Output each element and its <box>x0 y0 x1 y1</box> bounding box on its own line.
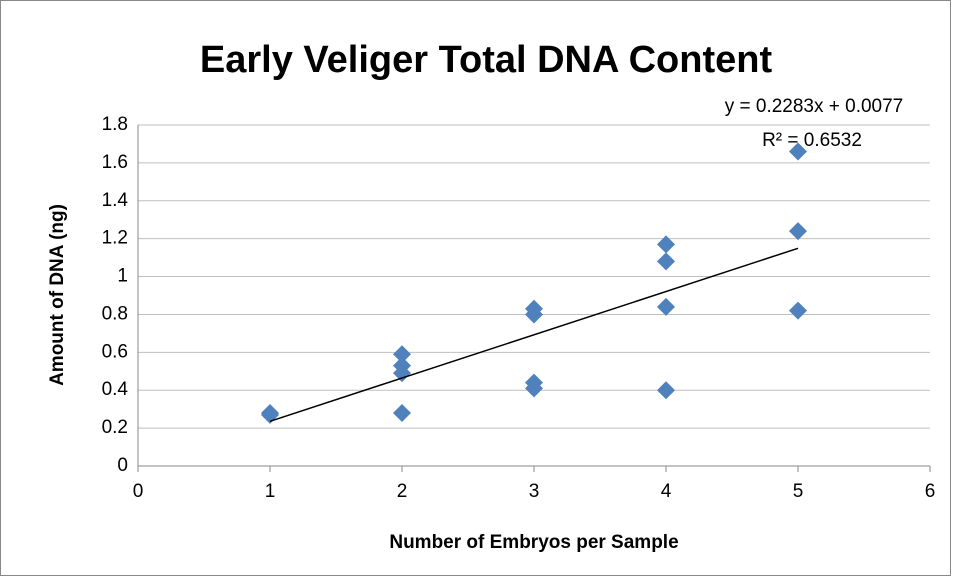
trendline <box>269 247 799 423</box>
data-point <box>657 235 675 254</box>
x-tick-label: 3 <box>529 481 540 502</box>
data-point <box>525 305 543 324</box>
data-point <box>789 142 807 161</box>
y-tick-label: 1.2 <box>102 228 128 249</box>
data-point <box>657 297 675 316</box>
y-tick-label: 0.8 <box>102 303 128 324</box>
trendline-equation: y = 0.2283x + 0.0077 <box>725 96 904 117</box>
x-tick-label: 1 <box>265 481 276 502</box>
y-tick-label: 1.4 <box>102 190 129 211</box>
y-tick-label: 0.4 <box>102 379 129 400</box>
x-tick-label: 2 <box>397 481 408 502</box>
trendline-r2: R² = 0.6532 <box>762 130 862 151</box>
y-tick-label: 1.6 <box>102 152 128 173</box>
data-point <box>657 381 675 400</box>
data-point <box>393 403 411 422</box>
x-axis-label: Number of Embryos per Sample <box>389 532 678 553</box>
data-point <box>261 403 279 422</box>
x-tick-label: 5 <box>793 481 804 502</box>
y-tick-label: 0 <box>117 455 128 476</box>
y-tick-label: 1 <box>117 266 128 287</box>
x-tick-label: 0 <box>133 481 144 502</box>
x-tick-label: 6 <box>925 481 936 502</box>
data-point <box>789 301 807 320</box>
y-tick-label: 1.8 <box>102 114 128 135</box>
y-axis-label: Amount of DNA (ng) <box>47 204 68 386</box>
x-tick-label: 4 <box>661 481 672 502</box>
chart-title: Early Veliger Total DNA Content <box>200 39 773 81</box>
y-tick-label: 0.2 <box>102 417 128 438</box>
data-point <box>657 252 675 271</box>
data-point <box>393 364 411 383</box>
data-point <box>393 345 411 364</box>
data-point <box>789 222 807 241</box>
y-tick-label: 0.6 <box>102 341 128 362</box>
data-point <box>525 379 543 398</box>
